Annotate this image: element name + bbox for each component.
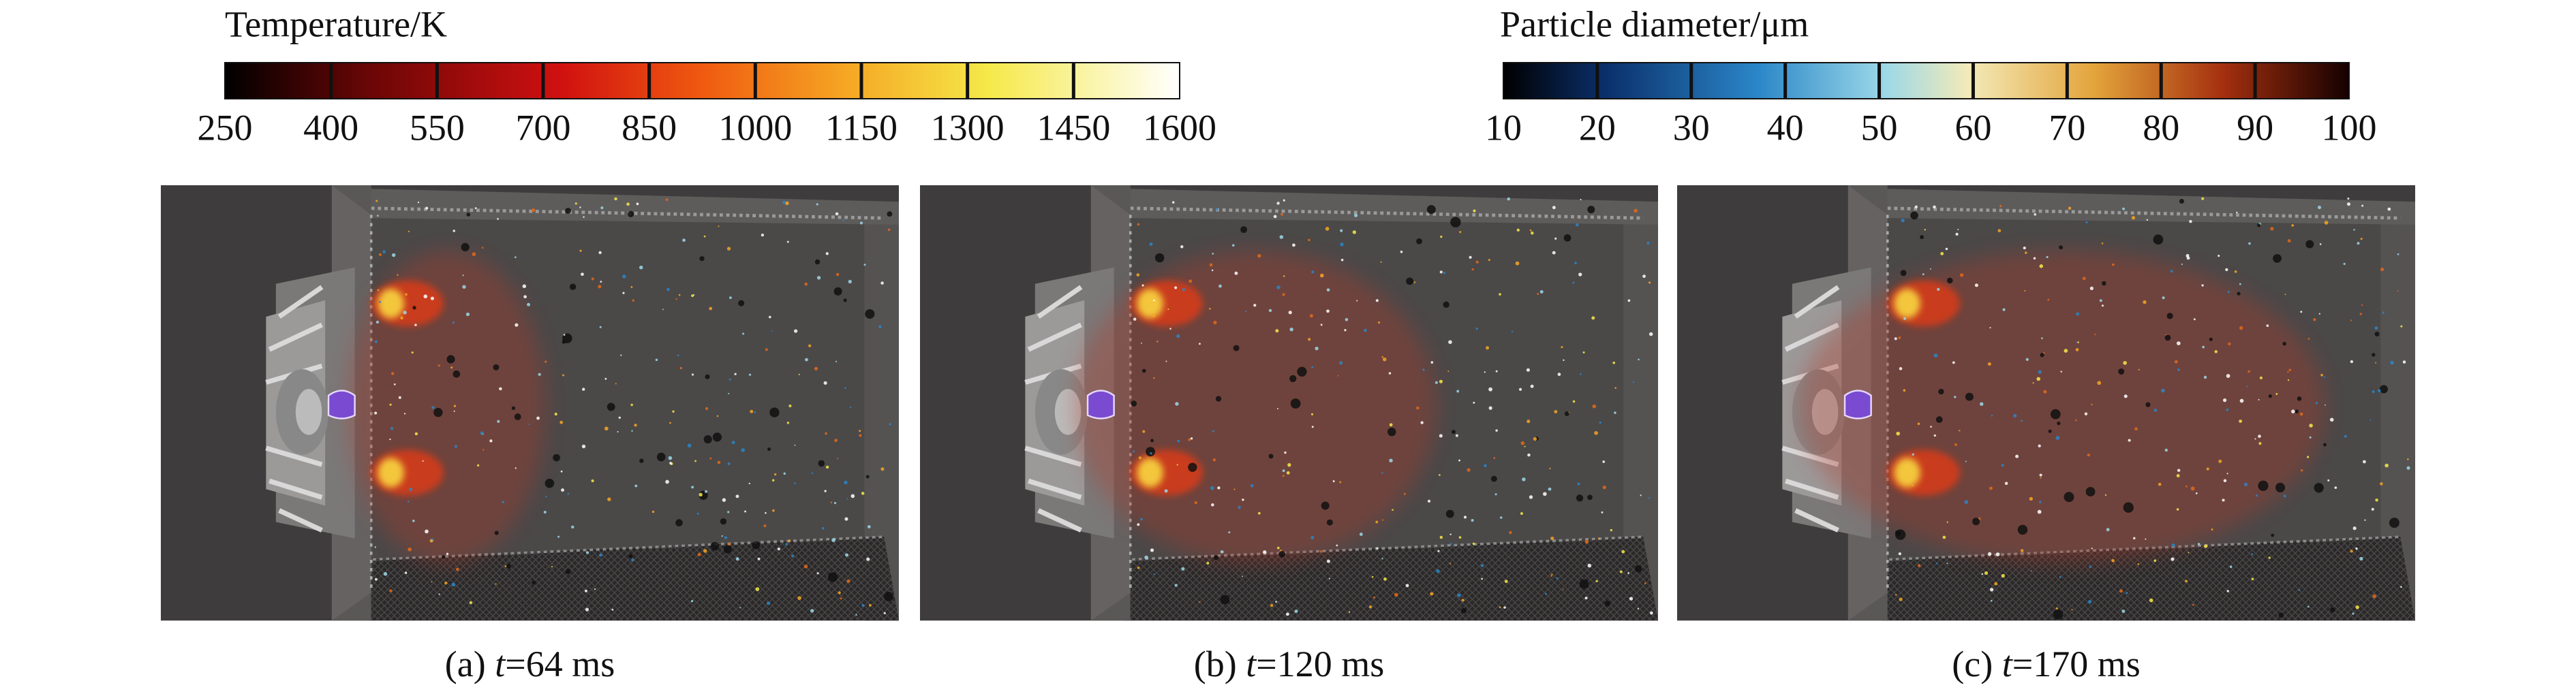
caption-value: =120 ms	[1256, 644, 1384, 684]
caption-label: (c)	[1952, 644, 1993, 684]
colorbar-tick-label: 550	[410, 107, 465, 148]
temperature-colorbar	[224, 62, 1180, 99]
colorbar-tick-label: 1150	[825, 107, 898, 148]
panel-caption: (b) t=120 ms	[1194, 644, 1384, 684]
colorbar-tick-label: 100	[2322, 107, 2377, 148]
colorbar-tick-label: 80	[2143, 107, 2179, 148]
panel-caption: (a) t=64 ms	[445, 644, 615, 684]
colorbar-tick-label: 20	[1579, 107, 1616, 148]
caption-variable: t	[2002, 644, 2014, 684]
caption-variable: t	[495, 644, 506, 684]
colorbar-tick-label: 90	[2237, 107, 2273, 148]
caption-variable: t	[1246, 644, 1257, 684]
colorbar-tick-label: 30	[1673, 107, 1710, 148]
colorbar-tick-label: 50	[1861, 107, 1898, 148]
temperature-title: Temperature/K	[225, 3, 447, 44]
colorbar-tick-label: 10	[1485, 107, 1522, 148]
diameter-colorbar	[1503, 62, 2350, 99]
colorbar-tick-label: 1000	[718, 107, 792, 148]
colorbar-tick-label: 1450	[1037, 107, 1110, 148]
colorbar-tick-label: 850	[622, 107, 677, 148]
simulation-panel	[161, 185, 899, 620]
colorbar-tick-label: 1300	[931, 107, 1005, 148]
caption-value: =170 ms	[2012, 644, 2141, 684]
colorbar-tick-label: 40	[1767, 107, 1804, 148]
colorbar-tick-label: 250	[198, 107, 253, 148]
colorbar-tick-label: 70	[2049, 107, 2085, 148]
caption-label: (b)	[1194, 644, 1237, 684]
simulation-panel	[920, 185, 1658, 620]
caption-label: (a)	[445, 644, 486, 684]
caption-value: =64 ms	[505, 644, 615, 684]
diameter-title: Particle diameter/μm	[1500, 3, 1809, 44]
colorbar-tick-label: 60	[1954, 107, 1991, 148]
panels	[161, 185, 2415, 620]
panel-caption: (c) t=170 ms	[1952, 644, 2140, 684]
colorbar-tick-label: 400	[303, 107, 358, 148]
colorbar-tick-label: 700	[516, 107, 571, 148]
colorbar-tick-label: 1600	[1143, 107, 1216, 148]
simulation-panel	[1677, 185, 2415, 620]
